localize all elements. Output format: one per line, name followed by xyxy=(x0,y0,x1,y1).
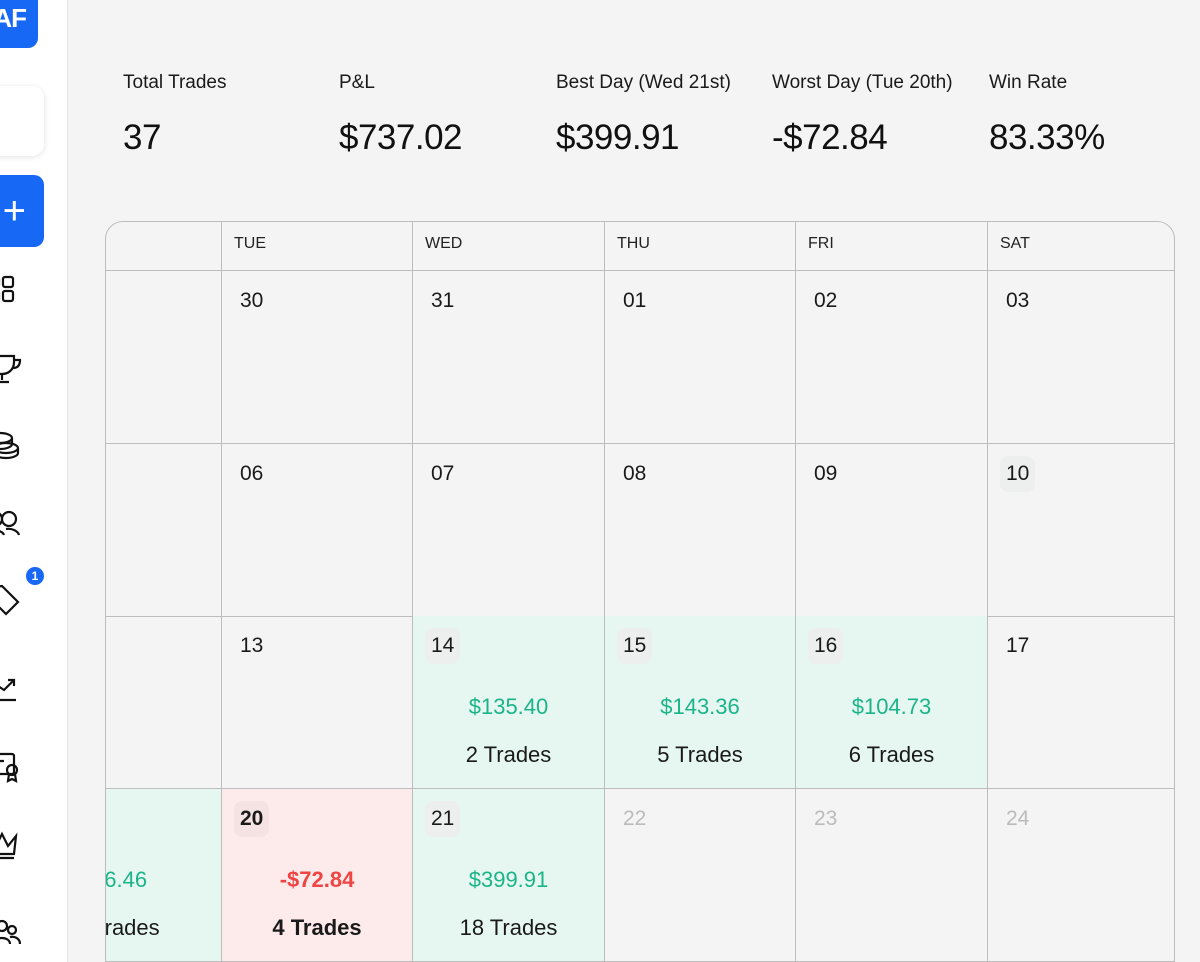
weekday-header xyxy=(106,222,222,271)
chart-line-icon[interactable] xyxy=(0,672,28,706)
calendar-day-cell[interactable]: 02 xyxy=(796,271,988,444)
day-number: 13 xyxy=(240,634,264,657)
day-number: 06 xyxy=(240,462,264,485)
day-number: 09 xyxy=(814,462,838,485)
add-trade-button[interactable]: + xyxy=(0,175,44,247)
day-pnl: 26.46 xyxy=(105,867,148,892)
stat-label: Win Rate xyxy=(989,72,1068,93)
day-number: 21 xyxy=(425,801,461,837)
day-pnl: -$72.84 xyxy=(279,867,355,892)
day-trade-count: 18 Trades xyxy=(459,915,558,940)
stat-win-rate: Win Rate 83.33% xyxy=(989,72,1105,158)
calendar-day-cell[interactable]: 23 xyxy=(796,789,988,962)
day-number: 07 xyxy=(431,462,455,485)
calendar-day-cell[interactable]: 17 xyxy=(988,616,1174,789)
day-number: 02 xyxy=(814,289,838,312)
weekday-header: FRI xyxy=(796,222,988,271)
day-number: 15 xyxy=(617,628,653,664)
stat-label: Total Trades xyxy=(123,72,227,93)
calendar-day-cell[interactable]: 07 xyxy=(413,444,605,617)
day-number: 03 xyxy=(1006,289,1030,312)
stat-label: Best Day (Wed 21st) xyxy=(556,72,731,93)
account-card[interactable] xyxy=(0,86,44,156)
calendar-day-cell[interactable]: 24 xyxy=(988,789,1174,962)
calendar-day-cell[interactable] xyxy=(106,444,222,617)
calendar-day-cell[interactable]: 06 xyxy=(222,444,413,617)
day-number: 17 xyxy=(1006,634,1030,657)
stat-value: $737.02 xyxy=(339,118,463,157)
stat-value: 83.33% xyxy=(989,118,1105,157)
stat-worst-day: Worst Day (Tue 20th) -$72.84 xyxy=(772,72,953,158)
day-number: 08 xyxy=(623,462,647,485)
stat-value: $399.91 xyxy=(556,118,680,157)
trade-calendar: TUE WED THU FRI SAT 30 31 01 02 03 06 07 08 09 10 13 14 $… xyxy=(105,221,1175,962)
app-logo[interactable]: AF xyxy=(0,0,38,48)
day-number: 31 xyxy=(431,289,455,312)
calendar-day-cell[interactable]: 15 $143.36 5 Trades xyxy=(605,616,796,789)
calendar-day-cell[interactable]: 08 xyxy=(605,444,796,617)
day-number: 23 xyxy=(814,807,838,830)
stat-value: 37 xyxy=(123,118,161,157)
day-number: 24 xyxy=(1006,807,1030,830)
day-trade-count: Trades xyxy=(105,915,160,940)
day-number: 20 xyxy=(234,801,270,837)
day-trade-count: 6 Trades xyxy=(848,742,935,767)
stat-pnl: P&L $737.02 xyxy=(339,72,463,158)
day-number: 22 xyxy=(623,807,647,830)
certificate-icon[interactable] xyxy=(0,750,28,784)
day-trade-count: 4 Trades xyxy=(272,915,362,940)
calendar-day-cell[interactable]: 22 xyxy=(605,789,796,962)
calendar-day-cell[interactable]: 30 xyxy=(222,271,413,444)
day-pnl: $135.40 xyxy=(468,694,549,719)
day-pnl: $143.36 xyxy=(660,694,740,719)
calendar-day-cell[interactable]: 16 $104.73 6 Trades xyxy=(796,616,988,789)
calendar-day-cell[interactable]: 31 xyxy=(413,271,605,444)
day-number: 16 xyxy=(808,628,844,664)
stat-best-day: Best Day (Wed 21st) $399.91 xyxy=(556,72,731,158)
day-number: 01 xyxy=(623,289,647,312)
calendar-day-cell[interactable]: 14 $135.40 2 Trades xyxy=(413,616,605,789)
stat-total-trades: Total Trades 37 xyxy=(123,72,227,158)
calendar-day-cell[interactable]: 10 xyxy=(988,444,1174,617)
stat-label: P&L xyxy=(339,72,375,93)
weekday-header: TUE xyxy=(222,222,413,271)
notification-badge: 1 xyxy=(24,565,46,587)
calendar-day-cell[interactable]: 26.46 Trades xyxy=(106,789,222,962)
day-trade-count: 2 Trades xyxy=(465,742,552,767)
calendar-day-cell[interactable]: 20 -$72.84 4 Trades xyxy=(222,789,413,962)
stat-label: Worst Day (Tue 20th) xyxy=(772,72,953,93)
day-number: 30 xyxy=(240,289,264,312)
coins-icon[interactable] xyxy=(0,428,28,462)
calendar-day-cell[interactable]: 01 xyxy=(605,271,796,444)
calendar-day-cell[interactable]: 13 xyxy=(222,616,413,789)
weekday-header: SAT xyxy=(988,222,1174,271)
users-icon[interactable] xyxy=(0,505,28,539)
weekday-header: THU xyxy=(605,222,796,271)
day-pnl: $399.91 xyxy=(468,867,549,892)
calendar-day-cell[interactable] xyxy=(106,616,222,789)
sidebar: AF + 1 xyxy=(0,0,68,962)
day-trade-count: 5 Trades xyxy=(657,742,743,767)
calendar-day-cell[interactable]: 09 xyxy=(796,444,988,617)
day-number: 14 xyxy=(425,628,461,664)
grid-icon[interactable] xyxy=(0,273,28,307)
team-icon[interactable] xyxy=(0,914,28,948)
stat-value: -$72.84 xyxy=(772,118,888,157)
weekday-header: WED xyxy=(413,222,605,271)
tag-icon[interactable] xyxy=(0,582,28,616)
day-number: 10 xyxy=(1000,456,1036,492)
day-pnl: $104.73 xyxy=(851,694,932,719)
crown-icon[interactable] xyxy=(0,828,28,862)
calendar-day-cell[interactable]: 21 $399.91 18 Trades xyxy=(413,789,605,962)
calendar-day-cell[interactable]: 03 xyxy=(988,271,1174,444)
calendar-day-cell[interactable] xyxy=(106,271,222,444)
trophy-icon[interactable] xyxy=(0,352,28,386)
